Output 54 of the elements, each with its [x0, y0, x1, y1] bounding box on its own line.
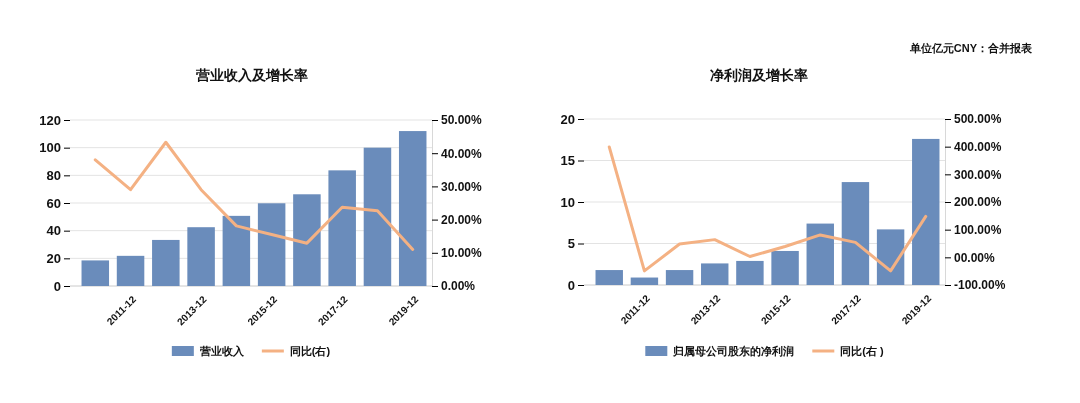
y-tick-label: 60 [46, 195, 61, 211]
y2-tick-label: 50.00% [441, 113, 483, 128]
bar [701, 263, 729, 285]
y-tick-label: 5 [567, 236, 575, 252]
y2-tick-label: -100.00% [954, 278, 1006, 293]
y2-tick-label: 10.00% [441, 246, 483, 261]
text: 单位亿元CNY：合并报表 [908, 42, 1033, 54]
y-tick-label: 40 [46, 223, 61, 239]
y2-tick-label: 30.00% [441, 179, 483, 194]
legend-label: 归属母公司股东的净利润 [672, 345, 795, 357]
y-tick-label: 100 [39, 140, 61, 156]
chart-title: 净利润及增长率 [710, 67, 808, 83]
bar [257, 203, 286, 286]
bar [293, 194, 321, 286]
line-series [93, 140, 415, 251]
bar [876, 229, 905, 285]
y-tick-label: 80 [46, 167, 61, 183]
y-tick-label: 0 [53, 278, 61, 294]
bar [116, 255, 145, 286]
y-tick-label: 120 [39, 112, 61, 128]
bar [912, 138, 940, 285]
bar [630, 277, 659, 285]
y-tick-label: 0 [567, 277, 575, 293]
y2-tick-label: 100.00% [954, 223, 1002, 238]
legend-label: 同比(右 ) [840, 345, 885, 357]
y2-tick-label: 00.00% [954, 250, 996, 265]
bar [398, 131, 427, 286]
y2-tick-label: 500.00% [954, 112, 1002, 127]
legend-label: 营业收入 [198, 345, 245, 358]
bar [363, 147, 392, 286]
y2-tick-label: 40.00% [441, 146, 483, 161]
bar [841, 182, 870, 285]
bar [328, 170, 356, 286]
line-series [607, 145, 928, 273]
y2-tick-label: 300.00% [954, 167, 1002, 182]
bar [152, 239, 180, 286]
y-tick-label: 15 [560, 153, 575, 169]
y-tick-label: 10 [560, 194, 575, 210]
bar [806, 223, 834, 285]
bar [771, 250, 799, 285]
bar [595, 270, 623, 285]
y2-tick-label: 0.00% [441, 279, 476, 294]
bar [81, 260, 110, 286]
bar [222, 215, 251, 286]
legend-label: 同比(右) [289, 345, 331, 357]
bar [736, 260, 764, 285]
bar [665, 270, 694, 285]
bar [187, 227, 215, 286]
y-tick-label: 20 [46, 250, 61, 266]
chart-title: 营业收入及增长率 [195, 67, 308, 83]
y2-tick-label: 400.00% [954, 140, 1002, 155]
y2-tick-label: 20.00% [441, 212, 483, 227]
y-tick-label: 20 [560, 111, 575, 127]
y2-tick-label: 200.00% [954, 195, 1002, 210]
